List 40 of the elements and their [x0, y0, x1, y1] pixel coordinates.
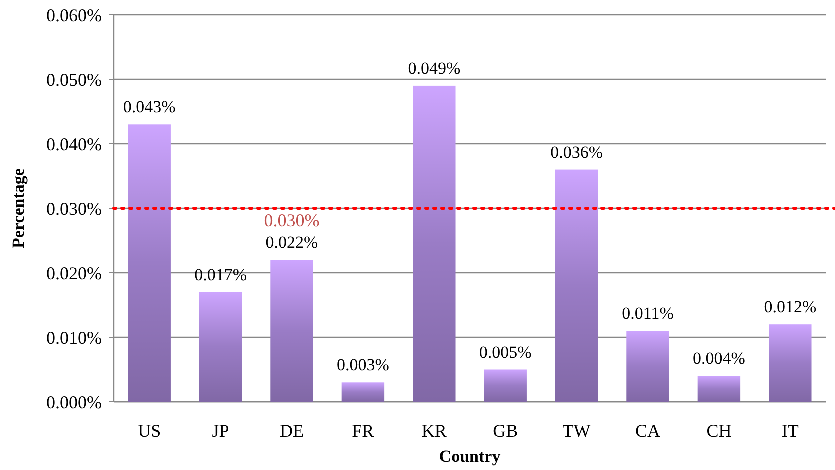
- y-tick-label: 0.000%: [46, 392, 102, 412]
- ref-line-label: 0.030%: [264, 210, 320, 230]
- bar: [199, 292, 242, 402]
- bar: [413, 86, 456, 402]
- y-tick-label: 0.030%: [46, 198, 102, 219]
- bar: [128, 124, 171, 402]
- data-label: 0.011%: [622, 304, 674, 324]
- x-tick-label: US: [138, 421, 162, 441]
- data-label: 0.022%: [266, 233, 318, 252]
- data-label: 0.043%: [123, 98, 176, 117]
- y-tick-label: 0.060%: [46, 5, 102, 26]
- bar: [555, 170, 598, 402]
- bar: [342, 382, 385, 402]
- y-tick-label: 0.020%: [46, 263, 102, 284]
- x-tick-label: JP: [212, 421, 230, 441]
- x-tick-label: IT: [782, 421, 799, 441]
- data-label: 0.005%: [479, 342, 532, 362]
- x-tick-label: DE: [280, 421, 304, 441]
- x-axis-title: Country: [439, 447, 502, 466]
- data-label: 0.049%: [408, 58, 461, 78]
- data-label: 0.004%: [692, 349, 746, 368]
- x-tick-label: GB: [493, 421, 518, 441]
- bar: [769, 324, 812, 402]
- x-tick-label: KR: [422, 421, 447, 441]
- x-tick-label: CH: [706, 421, 732, 441]
- data-label: 0.036%: [550, 142, 604, 162]
- y-axis-title: Percentage: [9, 168, 28, 248]
- bar: [626, 331, 670, 402]
- x-tick-label: FR: [352, 421, 374, 441]
- y-tick-label: 0.010%: [46, 328, 102, 348]
- bar: [484, 370, 527, 402]
- data-label: 0.003%: [336, 356, 390, 375]
- y-tick-label: 0.050%: [46, 70, 102, 90]
- y-tick-label: 0.040%: [46, 134, 102, 154]
- bar: [698, 376, 741, 402]
- data-label: 0.012%: [764, 298, 817, 317]
- x-tick-label: CA: [635, 421, 661, 441]
- data-label: 0.017%: [194, 265, 248, 284]
- bar: [270, 260, 314, 402]
- x-tick-label: TW: [562, 421, 591, 441]
